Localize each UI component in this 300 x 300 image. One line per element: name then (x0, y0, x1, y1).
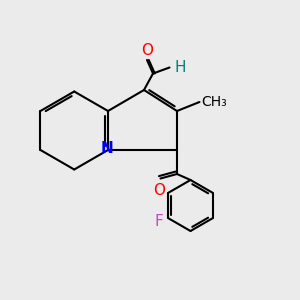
Text: O: O (153, 183, 165, 198)
Text: N: N (100, 141, 113, 156)
Text: H: H (174, 60, 185, 75)
Text: CH₃: CH₃ (201, 95, 227, 109)
Text: F: F (154, 214, 163, 229)
Text: O: O (141, 43, 153, 58)
